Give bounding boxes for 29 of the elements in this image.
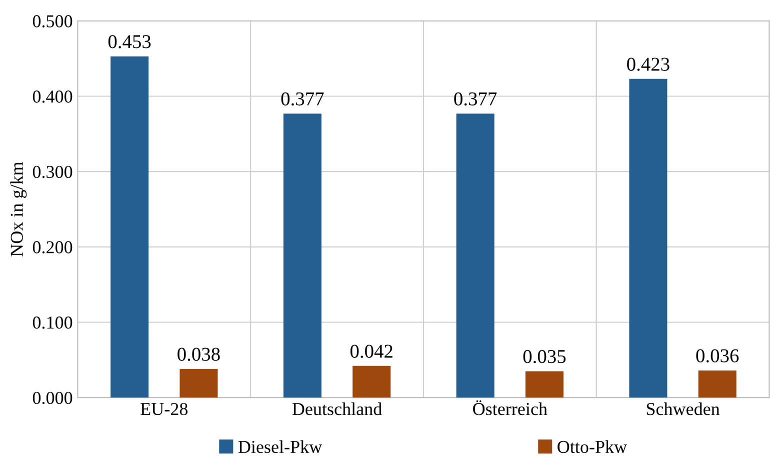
data-label: 0.038 <box>178 348 220 361</box>
data-label: 0.035 <box>523 350 566 364</box>
bar <box>456 114 494 398</box>
data-label: 0.042 <box>350 344 392 358</box>
data-label: 0.036 <box>696 349 739 362</box>
y-tick-label: 0.000 <box>32 392 72 404</box>
bar <box>629 78 668 398</box>
x-tick-label: Schweden <box>646 402 720 416</box>
y-tick-label: 0.400 <box>32 90 72 103</box>
bar <box>698 370 736 398</box>
y-tick-label: 0.500 <box>32 15 72 28</box>
y-tick-label: 0.300 <box>32 166 72 178</box>
y-axis-title: NOx in g/km <box>10 162 27 256</box>
x-tick-label: Deutschland <box>292 402 382 416</box>
bar <box>283 114 322 398</box>
x-tick-label: EU-28 <box>140 402 188 416</box>
bar <box>180 368 218 398</box>
x-tick-label: Österreich <box>473 400 548 416</box>
data-label: 0.377 <box>281 92 324 106</box>
data-label: 0.377 <box>454 92 497 106</box>
data-label: 0.453 <box>108 35 151 48</box>
bar <box>352 366 391 398</box>
legend-label: Otto-Pkw <box>558 440 628 454</box>
y-tick-label: 0.100 <box>32 316 72 329</box>
bar <box>525 371 564 398</box>
bar <box>110 56 149 398</box>
data-label: 0.423 <box>627 58 670 71</box>
y-tick-label: 0.200 <box>32 241 72 254</box>
legend-label: Diesel-Pkw <box>238 440 322 454</box>
